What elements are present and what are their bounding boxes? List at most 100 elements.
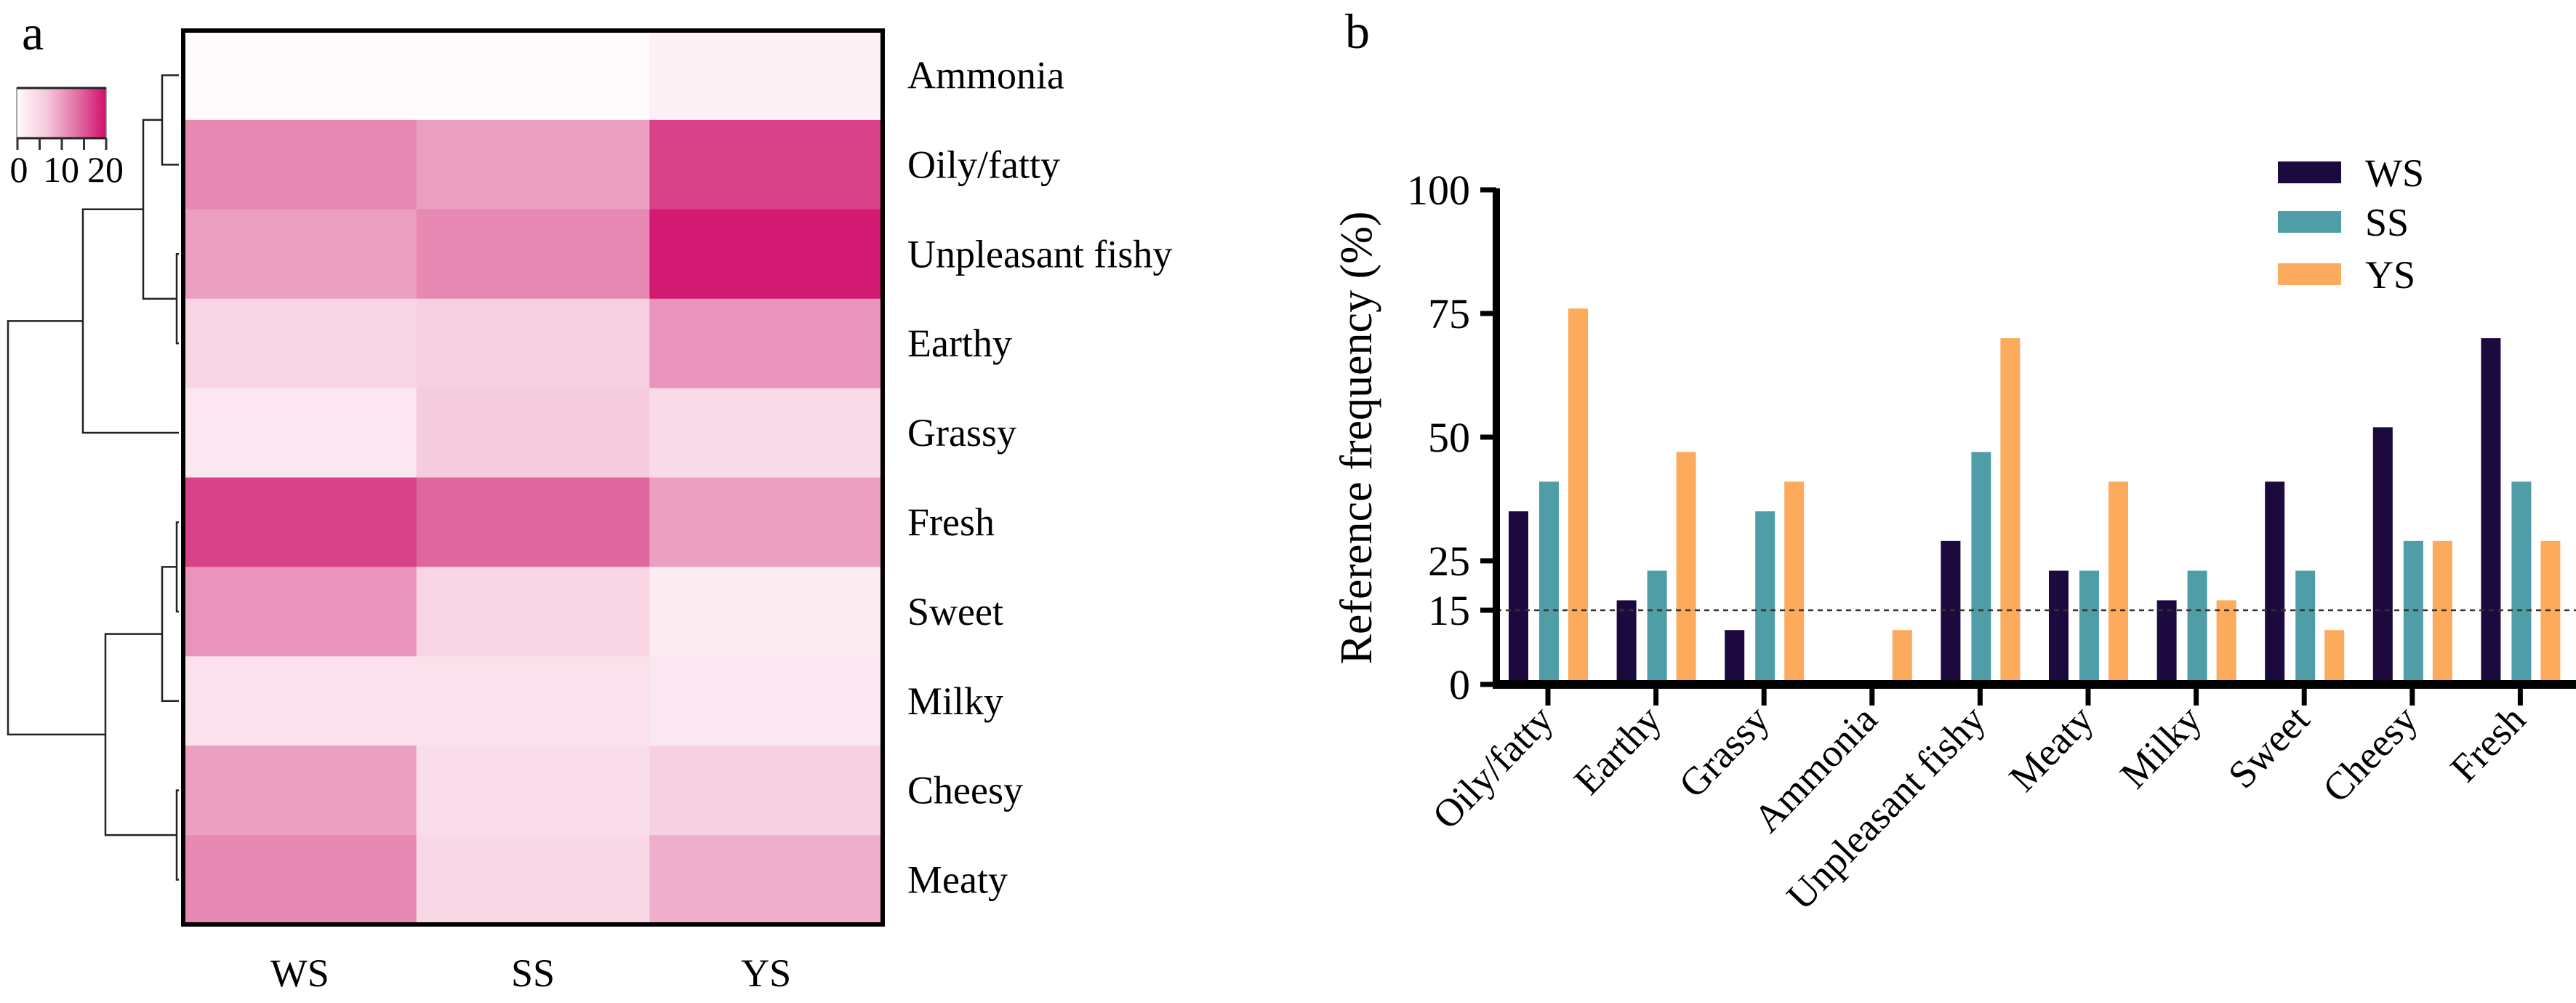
heatmap-cell-meaty-ss bbox=[416, 835, 650, 925]
column-label-ss: SS bbox=[511, 951, 555, 995]
dendrogram-branch bbox=[161, 74, 179, 166]
heatmap-cell-cheesy-ws bbox=[183, 746, 417, 836]
row-label-fresh: Fresh bbox=[907, 500, 995, 544]
heatmap-cell-grassy-ss bbox=[416, 388, 650, 478]
x-tick-label-cheesy: Cheesy bbox=[2314, 698, 2426, 811]
legend-label-ss: SS bbox=[2365, 201, 2409, 244]
bar-ss-oily-fatty bbox=[1539, 481, 1559, 684]
bar-ys-earthy bbox=[1676, 452, 1696, 684]
bar-ws-earthy bbox=[1616, 600, 1637, 684]
heatmap-cell-unpleasant-fishy-ws bbox=[183, 209, 417, 300]
bar-ws-grassy bbox=[1725, 630, 1745, 684]
bar-ys-ammonia bbox=[1892, 630, 1912, 684]
heatmap-cell-milky-ws bbox=[183, 656, 417, 746]
row-label-unpleasant-fishy: Unpleasant fishy bbox=[907, 232, 1172, 276]
dendrogram-branch bbox=[81, 208, 179, 434]
dendrogram-branch bbox=[175, 789, 179, 881]
y-tick-label: 75 bbox=[1428, 290, 1470, 337]
bar-ss-fresh bbox=[2511, 481, 2532, 684]
heatmap-cell-meaty-ys bbox=[649, 835, 883, 925]
heatmap-cell-milky-ys bbox=[649, 656, 883, 746]
bar-ys-meaty bbox=[2108, 481, 2128, 684]
bar-ys-milky bbox=[2216, 600, 2236, 684]
colorbar-gradient bbox=[16, 87, 107, 139]
row-label-grassy: Grassy bbox=[907, 411, 1016, 455]
bar-ws-sweet bbox=[2265, 481, 2285, 684]
y-tick-label: 100 bbox=[1407, 167, 1470, 214]
heatmap-cell-unpleasant-fishy-ys bbox=[649, 209, 883, 300]
bar-ss-cheesy bbox=[2403, 540, 2423, 684]
row-label-sweet: Sweet bbox=[907, 590, 1003, 634]
x-tick-label-fresh: Fresh bbox=[2442, 698, 2535, 791]
heatmap-panel: 0 10 20 Ammonia Oily/fatty Unpleasant fishy E… bbox=[7, 28, 1172, 995]
legend: WS SS YS bbox=[2278, 151, 2424, 297]
heatmap-cell-sweet-ws bbox=[183, 567, 417, 657]
bar-ys-fresh bbox=[2540, 540, 2561, 684]
dendrogram-branch bbox=[175, 521, 179, 613]
heatmap-cell-ammonia-ws bbox=[183, 31, 417, 121]
x-axis: Oily/fatty Earthy GrassyAmmoniaUnpleasant … bbox=[1424, 680, 2576, 918]
row-label-oily-fatty: Oily/fatty bbox=[907, 143, 1060, 186]
dendrogram-root bbox=[7, 320, 105, 736]
legend-label-ys: YS bbox=[2365, 253, 2415, 297]
row-label-meaty: Meaty bbox=[907, 858, 1008, 902]
heatmap-cell-sweet-ys bbox=[649, 567, 883, 657]
heatmap-frame bbox=[181, 28, 885, 927]
heatmap-cell-ammonia-ys bbox=[649, 31, 883, 121]
legend-swatch-ss bbox=[2278, 211, 2341, 233]
panel-label-b: b bbox=[1345, 4, 1370, 59]
x-tick-label-grassy: Grassy bbox=[1670, 698, 1777, 807]
heatmap-cell-fresh-ss bbox=[416, 477, 650, 567]
y-tick-label: 0 bbox=[1449, 661, 1470, 708]
heatmap-cell-grassy-ys bbox=[649, 388, 883, 478]
bar-ss-earthy bbox=[1647, 570, 1667, 684]
bar-ys-cheesy bbox=[2432, 540, 2452, 684]
bar-ys-unpleasant-fishy bbox=[2000, 338, 2021, 684]
heatmap-cell-earthy-ys bbox=[649, 298, 883, 389]
colorbar-tick-label: 0 bbox=[10, 149, 28, 190]
colorbar-tick-label: 10 bbox=[43, 149, 79, 190]
heatmap-cell-cheesy-ss bbox=[416, 746, 650, 836]
dendrogram-branch bbox=[104, 633, 177, 836]
heatmap-cell-sweet-ss bbox=[416, 567, 650, 657]
bar-ws-milky bbox=[2156, 600, 2177, 684]
column-label-ys: YS bbox=[741, 951, 791, 995]
row-label-milky: Milky bbox=[907, 679, 1003, 723]
bar-ws-oily-fatty bbox=[1509, 511, 1528, 684]
x-tick-label-earthy: Earthy bbox=[1565, 698, 1669, 803]
dendrogram-branch bbox=[142, 119, 177, 300]
bar-ys-oily-fatty bbox=[1568, 308, 1588, 684]
bar-ss-unpleasant-fishy bbox=[1971, 452, 1991, 684]
bar-ss-meaty bbox=[2079, 570, 2099, 684]
heatmap-cell-meaty-ws bbox=[183, 835, 417, 925]
x-tick-label-sweet: Sweet bbox=[2220, 698, 2318, 797]
heatmap-cell-grassy-ws bbox=[183, 388, 417, 478]
x-tick-label-oily-fatty: Oily/fatty bbox=[1424, 698, 1562, 838]
column-label-ws: WS bbox=[270, 951, 329, 995]
colorbar-tick-label: 20 bbox=[87, 149, 124, 190]
row-label-cheesy: Cheesy bbox=[907, 769, 1023, 812]
heatmap-cell-fresh-ws bbox=[183, 477, 417, 567]
heatmap-cell-oily-fatty-ws bbox=[183, 119, 417, 210]
bar-ss-milky bbox=[2187, 570, 2207, 684]
row-dendrogram bbox=[7, 74, 179, 881]
bar-ws-unpleasant-fishy bbox=[1941, 540, 1961, 684]
y-tick-label: 15 bbox=[1428, 587, 1470, 634]
legend-label-ws: WS bbox=[2365, 151, 2424, 195]
y-tick-label: 50 bbox=[1428, 414, 1470, 461]
legend-swatch-ys bbox=[2278, 263, 2341, 285]
dendrogram-branch bbox=[175, 253, 179, 345]
heatmap-cell-ammonia-ss bbox=[416, 31, 650, 121]
bar-ss-sweet bbox=[2295, 570, 2316, 684]
heatmap-cell-oily-fatty-ss bbox=[416, 119, 650, 210]
bar-ss-grassy bbox=[1755, 511, 1775, 684]
row-label-earthy: Earthy bbox=[907, 321, 1012, 365]
row-label-ammonia: Ammonia bbox=[907, 53, 1064, 97]
y-axis-title: Reference frequency (%) bbox=[1332, 211, 1381, 664]
bar-ws-cheesy bbox=[2372, 427, 2393, 684]
heatmap-cell-unpleasant-fishy-ss bbox=[416, 209, 650, 300]
heatmap-cell-cheesy-ys bbox=[649, 746, 883, 836]
